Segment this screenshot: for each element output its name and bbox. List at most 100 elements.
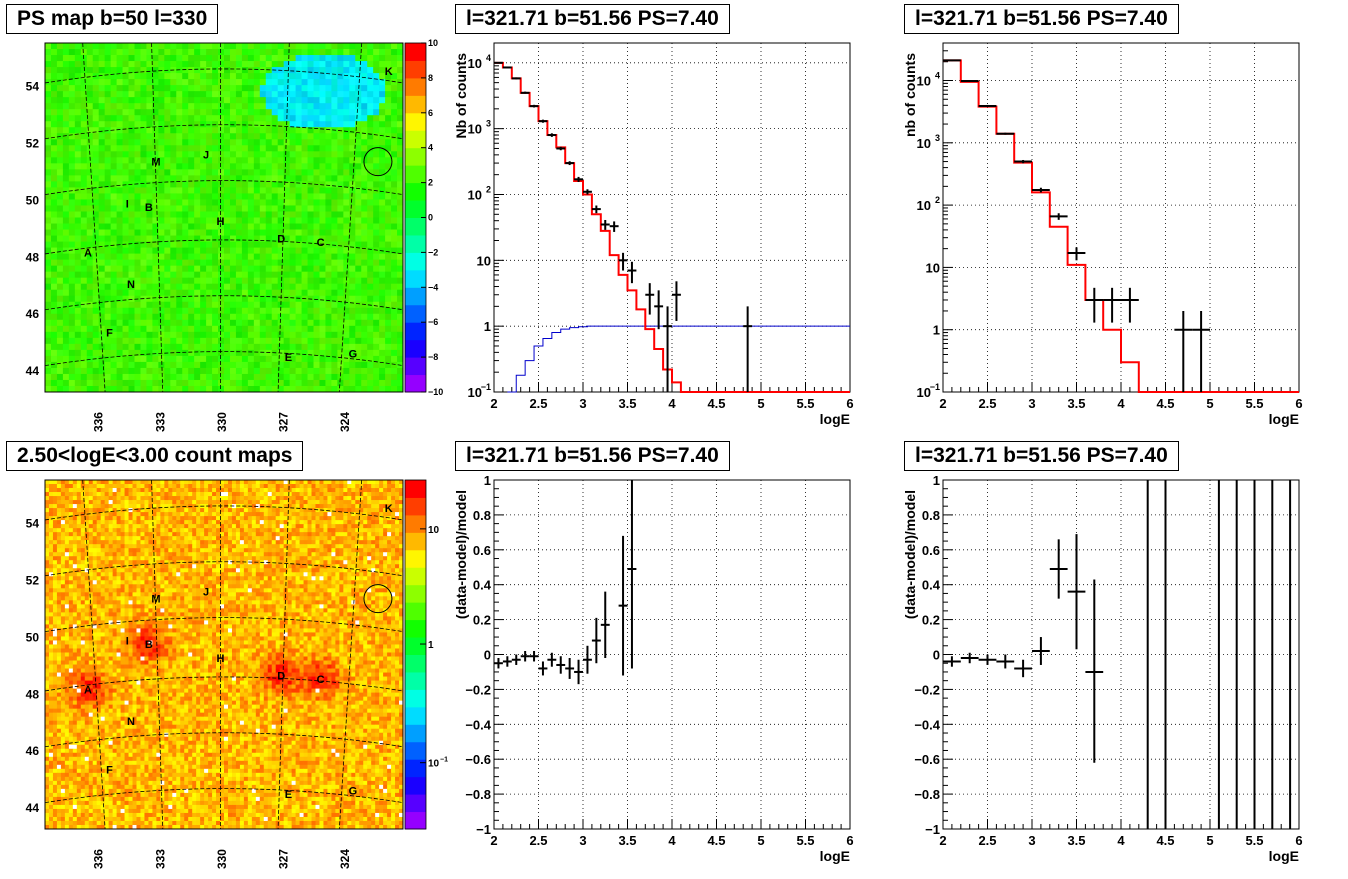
heatmap-cell xyxy=(349,320,355,326)
heatmap-cell xyxy=(242,224,248,230)
heatmap-cell xyxy=(164,79,170,85)
heatmap-cell xyxy=(140,151,146,157)
colorbar-swatch xyxy=(405,340,426,358)
heatmap-cell xyxy=(164,211,170,217)
heatmap-cell xyxy=(337,97,343,103)
heatmap-cell xyxy=(260,103,266,109)
heatmap-cell xyxy=(117,230,123,236)
heatmap-cell xyxy=(45,350,51,356)
heatmap-cell xyxy=(87,43,93,49)
heatmap-cell xyxy=(319,127,325,133)
heatmap-cell xyxy=(140,332,146,338)
heatmap-cell xyxy=(355,326,361,332)
heatmap-cell xyxy=(343,266,349,272)
heatmap-cell xyxy=(89,516,93,520)
heatmap-cell xyxy=(200,49,206,55)
heatmap-cell xyxy=(232,516,236,520)
heatmap-cell xyxy=(117,350,123,356)
heatmap-cell xyxy=(373,290,379,296)
heatmap-cell xyxy=(284,332,290,338)
heatmap-cell xyxy=(284,508,288,512)
heatmap-cell xyxy=(371,496,375,500)
heatmap-cell xyxy=(200,492,204,496)
heatmap-cell xyxy=(81,284,87,290)
heatmap-cell xyxy=(218,43,224,49)
heatmap-cell xyxy=(212,488,216,492)
heatmap-cell xyxy=(248,332,254,338)
heatmap-cell xyxy=(272,139,278,145)
heatmap-cell xyxy=(182,284,188,290)
heatmap-cell xyxy=(331,504,335,508)
heatmap-cell xyxy=(87,278,93,284)
heatmap-cell xyxy=(343,97,349,103)
heatmap-cell xyxy=(61,512,65,516)
heatmap-cell xyxy=(75,121,81,127)
heatmap-cell xyxy=(337,386,343,392)
heatmap-cell xyxy=(331,272,337,278)
heatmap-cell xyxy=(349,163,355,169)
heatmap-cell xyxy=(212,516,216,520)
heatmap-cell xyxy=(63,344,69,350)
heatmap-cell xyxy=(87,79,93,85)
heatmap-cell xyxy=(224,145,230,151)
heatmap-cell xyxy=(367,230,373,236)
heatmap-cell xyxy=(105,187,111,193)
heatmap-cell xyxy=(140,55,146,61)
heatmap-cell xyxy=(212,380,218,386)
heatmap-cell xyxy=(296,211,302,217)
heatmap-cell xyxy=(206,133,212,139)
heatmap-cell xyxy=(367,181,373,187)
heatmap-cell xyxy=(176,278,182,284)
data-point xyxy=(645,283,654,314)
heatmap-cell xyxy=(248,266,254,272)
heatmap-cell xyxy=(172,492,176,496)
heatmap-cell xyxy=(146,181,152,187)
heatmap-cell xyxy=(194,380,200,386)
heatmap-cell xyxy=(75,115,81,121)
heatmap-cell xyxy=(280,516,284,520)
heatmap-cell xyxy=(314,43,320,49)
heatmap-cell xyxy=(284,266,290,272)
heatmap-cell xyxy=(136,488,140,492)
heatmap-cell xyxy=(93,139,99,145)
heatmap-cell xyxy=(117,314,123,320)
heatmap-cell xyxy=(69,91,75,97)
heatmap-cell xyxy=(176,181,182,187)
heatmap-cell xyxy=(158,254,164,260)
heatmap-cell xyxy=(260,480,264,484)
heatmap-cell xyxy=(308,115,314,121)
heatmap-cell xyxy=(105,520,109,524)
heatmap-cell xyxy=(308,484,312,488)
heatmap-cell xyxy=(319,488,323,492)
heatmap-cell xyxy=(164,362,170,368)
heatmap-cell xyxy=(312,484,316,488)
heatmap-cell xyxy=(140,284,146,290)
heatmap-cell xyxy=(99,127,105,133)
heatmap-cell xyxy=(218,266,224,272)
heatmap-cell xyxy=(319,187,325,193)
heatmap-cell xyxy=(314,254,320,260)
heatmap-cell xyxy=(385,139,391,145)
x-tick-label: 3.5 xyxy=(618,396,636,411)
heatmap-cell xyxy=(188,91,194,97)
heatmap-cell xyxy=(200,85,206,91)
heatmap-cell xyxy=(77,516,81,520)
heatmap-cell xyxy=(176,380,182,386)
heatmap-cell xyxy=(379,296,385,302)
heatmap-cell xyxy=(379,308,385,314)
heatmap-cell xyxy=(81,181,87,187)
heatmap-cell xyxy=(236,500,240,504)
heatmap-cell xyxy=(123,350,129,356)
heatmap-cell xyxy=(363,504,367,508)
heatmap-cell xyxy=(63,163,69,169)
heatmap-cell xyxy=(135,169,141,175)
heatmap-cell xyxy=(53,492,57,496)
heatmap-cell xyxy=(361,133,367,139)
heatmap-cell xyxy=(383,492,387,496)
heatmap-cell xyxy=(314,175,320,181)
heatmap-cell xyxy=(292,480,296,484)
heatmap-cell xyxy=(184,524,188,528)
heatmap-cell xyxy=(290,290,296,296)
heatmap-cell xyxy=(314,266,320,272)
heatmap-cell xyxy=(276,508,280,512)
